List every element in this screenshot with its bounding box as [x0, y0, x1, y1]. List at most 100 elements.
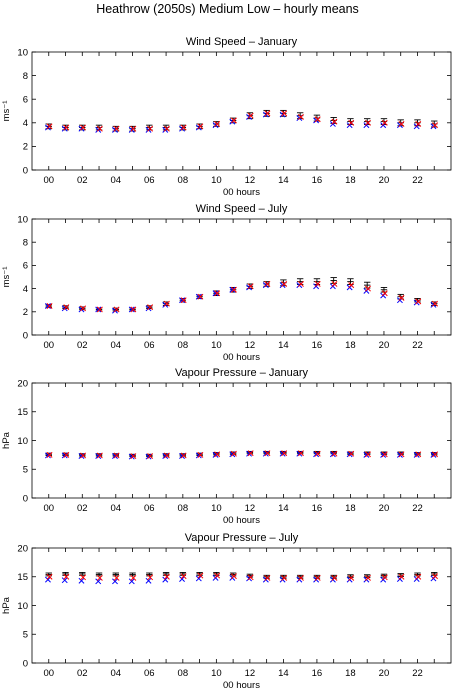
x-marker-point [147, 453, 154, 459]
x-tick-label: 06 [144, 175, 155, 186]
x-tick-label: 20 [379, 503, 390, 514]
x-marker-point [247, 112, 254, 119]
x-marker-stroke [46, 123, 53, 130]
x-marker-stroke [432, 573, 438, 580]
x-marker-stroke [113, 306, 120, 313]
x-marker-point [281, 574, 288, 581]
x-marker-stroke [128, 578, 135, 585]
x-marker-point [264, 110, 271, 117]
y-tick-label: 10 [17, 47, 28, 58]
x-marker-point [247, 574, 254, 581]
x-tick-label: 18 [345, 340, 356, 351]
x-marker-point [214, 451, 221, 458]
y-tick-label: 4 [23, 284, 28, 295]
x-marker-stroke [264, 574, 271, 581]
x-marker-point [80, 574, 87, 581]
x-marker-point [314, 450, 321, 457]
x-marker-stroke [365, 119, 371, 126]
x-marker-stroke [298, 574, 304, 581]
x-marker-stroke [95, 453, 102, 459]
y-tick-label: 10 [17, 214, 28, 225]
x-marker-point [348, 119, 355, 126]
x-tick-label: 08 [178, 175, 189, 186]
x-marker-point [279, 450, 286, 457]
x-marker-stroke [281, 574, 288, 581]
x-marker-stroke [96, 574, 103, 581]
x-marker-stroke [415, 298, 422, 305]
x-marker-point [281, 110, 288, 117]
x-marker-point [380, 451, 387, 458]
x-tick-label: 16 [312, 340, 323, 351]
x-marker-stroke [113, 574, 120, 581]
x-marker-point [381, 574, 388, 581]
x-tick-label: 20 [379, 175, 390, 186]
x-marker-stroke [63, 451, 70, 458]
x-marker-point [413, 451, 420, 458]
x-marker-stroke [145, 577, 152, 584]
x-marker-point [398, 121, 405, 127]
x-tick-label: 12 [245, 175, 256, 186]
x-marker-stroke [264, 281, 271, 287]
x-marker-stroke [331, 450, 338, 457]
x-marker-stroke [413, 451, 420, 458]
x-tick-label: 02 [77, 175, 88, 186]
errorbar-point [79, 571, 86, 576]
y-tick-label: 15 [17, 407, 28, 418]
x-marker-point [314, 574, 321, 581]
x-marker-point [45, 452, 51, 459]
x-marker-point [348, 282, 355, 289]
x-marker-stroke [145, 453, 152, 460]
x-marker-point [112, 578, 118, 585]
x-marker-point [432, 451, 438, 458]
x-marker-stroke [381, 451, 388, 458]
x-marker-stroke [195, 575, 202, 582]
x-marker-point [365, 285, 371, 292]
x-marker-point [45, 303, 51, 309]
x-marker-point [195, 293, 202, 300]
x-marker-stroke [80, 305, 87, 312]
x-marker-stroke [314, 450, 321, 457]
x-marker-point [112, 453, 118, 459]
x-marker-stroke [197, 572, 204, 579]
x-marker-point [230, 117, 237, 124]
x-marker-stroke [380, 451, 387, 458]
x-marker-point [80, 452, 87, 459]
x-marker-stroke [197, 123, 204, 130]
x-marker-point [415, 451, 422, 458]
x-tick-label: 22 [412, 175, 423, 186]
x-marker-point [415, 121, 422, 127]
x-tick-label: 10 [211, 175, 222, 186]
plot-frame [31, 547, 452, 664]
x-marker-stroke [63, 124, 70, 131]
x-marker-stroke [230, 573, 237, 580]
x-marker-stroke [432, 300, 438, 307]
x-marker-stroke [214, 451, 221, 458]
x-marker-point [128, 306, 135, 313]
x-marker-stroke [247, 574, 254, 581]
x-marker-stroke [63, 304, 70, 311]
x-marker-stroke [314, 281, 321, 287]
x-marker-point [264, 450, 271, 457]
x-marker-stroke [63, 573, 70, 580]
x-marker-point [195, 452, 202, 459]
y-axis-label: ms⁻¹ [1, 101, 12, 122]
x-marker-stroke [262, 450, 269, 457]
x-tick-label: 14 [278, 340, 289, 351]
x-marker-stroke [398, 451, 405, 458]
x-marker-stroke [46, 573, 53, 580]
x-marker-stroke [45, 576, 51, 583]
x-marker-point [398, 451, 405, 458]
x-marker-stroke [195, 452, 202, 459]
x-tick-label: 18 [345, 503, 356, 514]
errorbar-point [347, 278, 354, 285]
x-marker-point [365, 119, 371, 126]
errorbar-point [129, 572, 136, 577]
x-marker-stroke [432, 122, 438, 129]
x-marker-stroke [247, 283, 254, 290]
x-marker-stroke [229, 451, 236, 458]
y-tick-label: 20 [17, 378, 28, 389]
x-marker-point [130, 574, 137, 581]
x-axis-label: 00 hours [223, 187, 260, 198]
x-tick-label: 12 [245, 503, 256, 514]
